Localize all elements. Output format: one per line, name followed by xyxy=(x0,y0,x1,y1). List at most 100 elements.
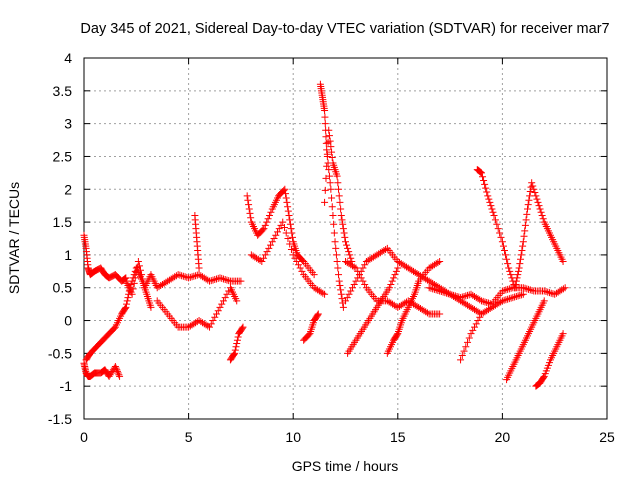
data-point-interp xyxy=(328,154,336,162)
data-point-interp xyxy=(218,274,226,282)
data-point-interp xyxy=(523,210,531,218)
y-tick-label: 3 xyxy=(64,116,72,132)
chart-title: Day 345 of 2021, Sidereal Day-to-day VTE… xyxy=(80,21,609,37)
data-point-interp xyxy=(232,343,240,351)
data-point-interp xyxy=(525,196,533,204)
data-point-interp xyxy=(439,288,447,296)
data-point xyxy=(477,297,485,305)
data-point-interp xyxy=(481,298,489,306)
data-point xyxy=(289,251,297,259)
data-point-interp xyxy=(504,285,512,293)
x-axis-label: GPS time / hours xyxy=(292,458,399,474)
data-point-interp xyxy=(505,285,513,293)
data-point-interp xyxy=(432,286,440,294)
data-point-interp xyxy=(280,186,288,194)
data-point-interp xyxy=(207,320,215,328)
data-point-interp xyxy=(115,371,123,379)
data-point-interp xyxy=(335,271,343,279)
data-point-interp xyxy=(305,331,313,339)
data-point-interp xyxy=(503,255,511,263)
data-point xyxy=(477,169,485,177)
data-point-interp xyxy=(391,271,399,279)
data-point-interp xyxy=(525,285,533,293)
data-point-interp xyxy=(230,350,238,358)
data-point xyxy=(327,185,335,193)
data-point-interp xyxy=(337,290,345,298)
data-point-interp xyxy=(286,216,294,224)
data-point-interp xyxy=(437,288,445,296)
data-point-interp xyxy=(460,347,468,355)
data-point-interp xyxy=(530,185,538,193)
data-point-interp xyxy=(505,295,513,303)
data-point-interp xyxy=(388,277,396,285)
data-point-interp xyxy=(260,254,268,262)
data-point-interp xyxy=(267,208,275,216)
data-point-interp xyxy=(535,202,543,210)
data-point-interp xyxy=(223,276,231,284)
data-point-interp xyxy=(337,205,345,213)
data-point-interp xyxy=(259,226,267,234)
data-point-interp xyxy=(477,168,485,176)
data-point-interp xyxy=(523,285,531,293)
data-point xyxy=(216,274,224,282)
data-point-interp xyxy=(484,299,492,307)
data-point xyxy=(321,290,329,298)
data-point xyxy=(484,192,492,200)
data-point-interp xyxy=(528,286,536,294)
data-point-interp xyxy=(354,274,362,282)
data-point xyxy=(436,310,444,318)
data-point-interp xyxy=(264,215,272,223)
data-point xyxy=(498,297,506,305)
data-point-interp xyxy=(261,251,269,259)
data-point-interp xyxy=(113,366,121,374)
data-point xyxy=(195,264,203,272)
data-point-interp xyxy=(382,245,390,253)
data-point-interp xyxy=(263,248,271,256)
data-point-interp xyxy=(488,205,496,213)
data-point-interp xyxy=(504,260,512,268)
data-point-interp xyxy=(132,268,140,276)
data-point-interp xyxy=(542,288,550,296)
data-point-interp xyxy=(314,311,322,319)
data-point-interp xyxy=(502,286,510,294)
data-point-interp xyxy=(500,296,508,304)
data-point-interp xyxy=(517,251,525,259)
data-point xyxy=(134,257,142,265)
data-point-interp xyxy=(486,198,494,206)
data-point xyxy=(467,330,475,338)
data-point-interp xyxy=(502,251,510,259)
y-tick-label: -0.5 xyxy=(48,345,72,361)
data-points xyxy=(80,80,569,390)
data-point-interp xyxy=(130,279,138,287)
data-point-interp xyxy=(472,320,480,328)
data-point-interp xyxy=(328,203,336,211)
y-tick-label: -1.5 xyxy=(48,411,72,427)
data-point-interp xyxy=(427,284,435,292)
data-point-interp xyxy=(112,364,120,372)
data-point-interp xyxy=(448,291,456,299)
data-point xyxy=(519,238,527,246)
data-point xyxy=(490,212,498,220)
data-point-interp xyxy=(507,284,515,292)
data-point-interp xyxy=(460,292,468,300)
data-point-interp xyxy=(335,192,343,200)
data-point-interp xyxy=(289,233,297,241)
data-point-interp xyxy=(319,289,327,297)
y-tick-label: 0.5 xyxy=(53,280,73,296)
data-point-interp xyxy=(124,294,132,302)
data-point-interp xyxy=(341,233,349,241)
y-axis-label: SDTVAR / TECUs xyxy=(6,182,22,294)
data-point-interp xyxy=(323,162,331,170)
y-tick-label: 3.5 xyxy=(53,83,73,99)
data-point-interp xyxy=(531,189,539,197)
data-point-interp xyxy=(518,291,526,299)
data-point-interp xyxy=(487,202,495,210)
data-point-interp xyxy=(346,251,354,259)
data-point-interp xyxy=(261,221,269,229)
x-tick-label: 20 xyxy=(495,429,511,445)
data-point-interp xyxy=(350,263,358,271)
data-point-interp xyxy=(513,274,521,282)
data-point-interp xyxy=(209,317,217,325)
data-point xyxy=(534,198,542,206)
data-point-interp xyxy=(209,276,217,284)
